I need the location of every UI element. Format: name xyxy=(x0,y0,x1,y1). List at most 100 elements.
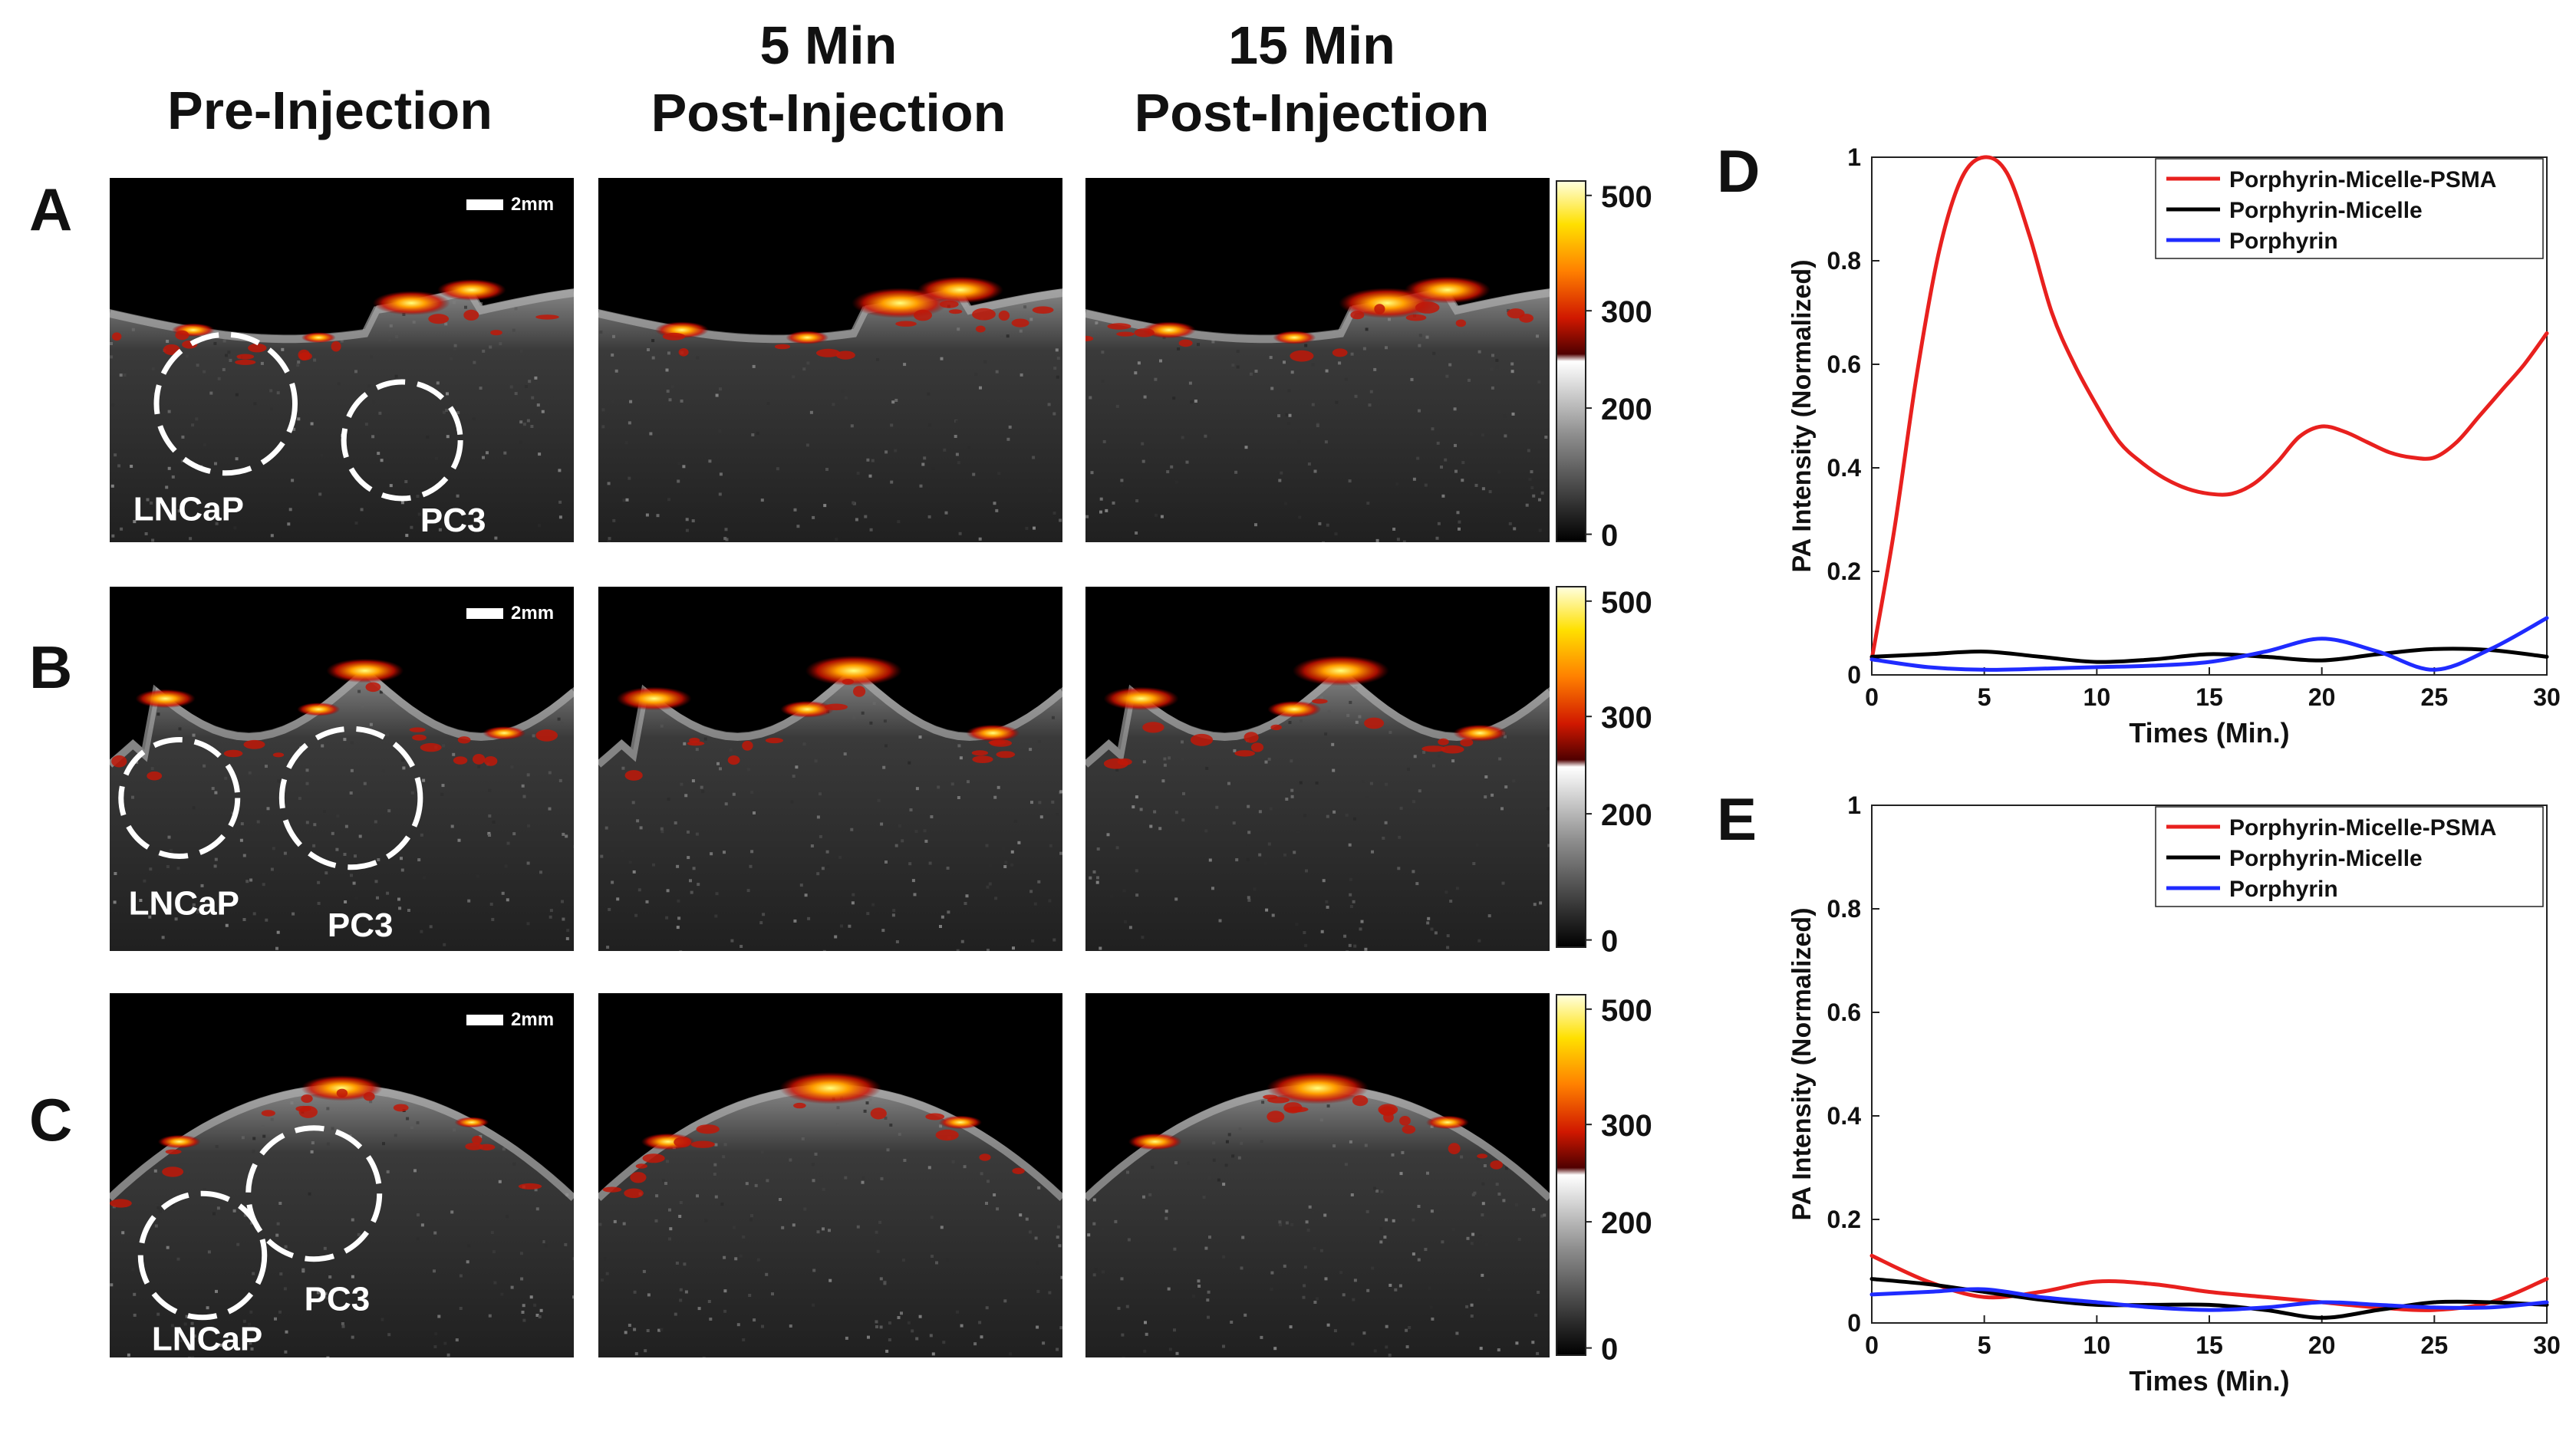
colorbar-tick-label: 300 xyxy=(1601,1109,1652,1143)
legend-entry: Porphyrin xyxy=(2229,877,2338,902)
colorbar-tick-label: 200 xyxy=(1601,1206,1652,1240)
row-label-b: B xyxy=(29,633,73,701)
pa-image-panel: LNCaP PC3 2mm xyxy=(110,178,574,542)
lncap-tumor-outline xyxy=(137,1190,268,1321)
series-line-porphyrin-micelle xyxy=(1869,647,2549,664)
legend-entry: Porphyrin-Micelle xyxy=(2229,198,2423,223)
colorbar-tick-label: 0 xyxy=(1601,519,1618,549)
lncap-label: LNCaP xyxy=(152,1321,262,1358)
series-line-porphyrin-micelle-psma xyxy=(1869,1253,2549,1312)
pa-image: LNCaP PC3 2mm xyxy=(110,194,574,542)
legend-entry: Porphyrin-Micelle xyxy=(2229,846,2423,871)
y-tick-label: 0.6 xyxy=(1827,350,1861,378)
pa-image-panel xyxy=(598,587,1062,951)
x-tick-label: 5 xyxy=(1978,1331,1991,1359)
lncap-label: LNCaP xyxy=(129,885,239,923)
pa-image xyxy=(1085,276,1550,542)
pc3-tumor-outline xyxy=(245,1125,383,1262)
y-tick-label: 0.2 xyxy=(1827,1206,1861,1233)
x-tick-label: 15 xyxy=(2196,683,2223,711)
x-tick-label: 10 xyxy=(2084,683,2111,711)
colorbar-tick-label: 300 xyxy=(1601,701,1652,735)
colorbar-tick-label: 500 xyxy=(1601,586,1652,620)
x-tick-label: 15 xyxy=(2196,1331,2223,1359)
colorbar: 500 300 200 0 xyxy=(1556,586,1652,955)
pa-image: LNCaP PC3 2mm xyxy=(110,1009,574,1358)
pa-image-panel xyxy=(1085,993,1550,1357)
y-tick-label: 0.8 xyxy=(1827,895,1861,923)
y-tick-label: 0.6 xyxy=(1827,999,1861,1026)
pa-image xyxy=(1085,655,1550,951)
x-axis-label: Times (Min.) xyxy=(2129,1365,2289,1397)
scale-bar xyxy=(466,199,503,210)
y-tick-label: 0 xyxy=(1847,661,1861,689)
y-tick-label: 0.4 xyxy=(1827,1102,1862,1130)
colorbar-tick-label: 500 xyxy=(1601,994,1652,1028)
column-header-5min: 5 Min Post-Injection xyxy=(651,15,1006,143)
row-label-a: A xyxy=(29,176,73,243)
colorbar-tick-label: 500 xyxy=(1601,180,1652,214)
lncap-tumor-outline xyxy=(153,331,298,476)
y-axis-label: PA Intensity (Normalized) xyxy=(1787,259,1817,572)
column-header-15min: 15 Min Post-Injection xyxy=(1134,15,1490,143)
pa-image xyxy=(598,276,1062,542)
pc3-label: PC3 xyxy=(328,907,394,944)
y-tick-label: 0.8 xyxy=(1827,247,1861,275)
y-tick-label: 0.2 xyxy=(1827,558,1861,585)
x-tick-label: 20 xyxy=(2308,683,2336,711)
series-line-porphyrin xyxy=(1869,1287,2549,1312)
colorbar-tick-label: 200 xyxy=(1601,393,1652,426)
x-axis-label: Times (Min.) xyxy=(2129,717,2289,749)
lncap-label: LNCaP xyxy=(133,491,244,528)
x-tick-label: 0 xyxy=(1865,1331,1879,1359)
legend-entry: Porphyrin xyxy=(2229,229,2338,254)
y-tick-label: 1 xyxy=(1847,791,1861,819)
legend xyxy=(2155,158,2544,259)
y-tick-label: 0.4 xyxy=(1827,454,1862,482)
pa-image-panel xyxy=(1085,178,1550,542)
y-tick-label: 0 xyxy=(1847,1309,1861,1337)
x-tick-label: 20 xyxy=(2308,1331,2336,1359)
legend-entry: Porphyrin-Micelle-PSMA xyxy=(2229,167,2496,193)
colorbar-tick-label: 0 xyxy=(1601,925,1618,955)
pc3-tumor-outline xyxy=(341,379,463,502)
x-tick-label: 10 xyxy=(2084,1331,2111,1359)
column-header-pre-injection: Pre-Injection xyxy=(167,81,492,140)
pc3-label: PC3 xyxy=(305,1280,371,1318)
x-tick-label: 5 xyxy=(1978,683,1991,711)
colorbar-tick-label: 200 xyxy=(1601,798,1652,832)
pa-image-panel xyxy=(598,993,1062,1357)
colorbar-tick-label: 0 xyxy=(1601,1333,1618,1363)
series-line-porphyrin xyxy=(1869,616,2549,672)
lncap-tumor-outline xyxy=(118,737,241,859)
y-tick-label: 1 xyxy=(1847,143,1861,171)
series-line-porphyrin-micelle-psma xyxy=(1869,155,2549,662)
scale-bar xyxy=(466,608,503,619)
scale-bar xyxy=(466,1015,503,1025)
pa-image xyxy=(1085,1071,1550,1357)
x-tick-label: 25 xyxy=(2421,683,2449,711)
pa-image-panel: LNCaP PC3 2mm xyxy=(110,993,574,1357)
x-tick-label: 0 xyxy=(1865,683,1879,711)
legend-entry: Porphyrin-Micelle-PSMA xyxy=(2229,815,2496,841)
panel-label: E xyxy=(1717,785,1757,853)
pc3-tumor-outline xyxy=(278,726,423,870)
pc3-label: PC3 xyxy=(420,502,486,539)
pa-image: LNCaP PC3 2mm xyxy=(110,603,574,951)
pa-image-panel xyxy=(1085,587,1550,951)
colorbar: 500 300 200 0 xyxy=(1556,994,1652,1363)
x-tick-label: 30 xyxy=(2533,1331,2561,1359)
series-line-porphyrin-micelle xyxy=(1869,1277,2549,1320)
legend xyxy=(2155,806,2544,907)
x-tick-label: 30 xyxy=(2533,683,2561,711)
x-tick-label: 25 xyxy=(2421,1331,2449,1359)
pa-image xyxy=(598,1071,1062,1357)
pa-image xyxy=(598,655,1062,951)
pa-image-panel xyxy=(598,178,1062,542)
pa-image-panel: LNCaP PC3 2mm xyxy=(110,587,574,951)
scale-bar-label: 2mm xyxy=(511,603,554,624)
row-label-c: C xyxy=(29,1086,73,1153)
